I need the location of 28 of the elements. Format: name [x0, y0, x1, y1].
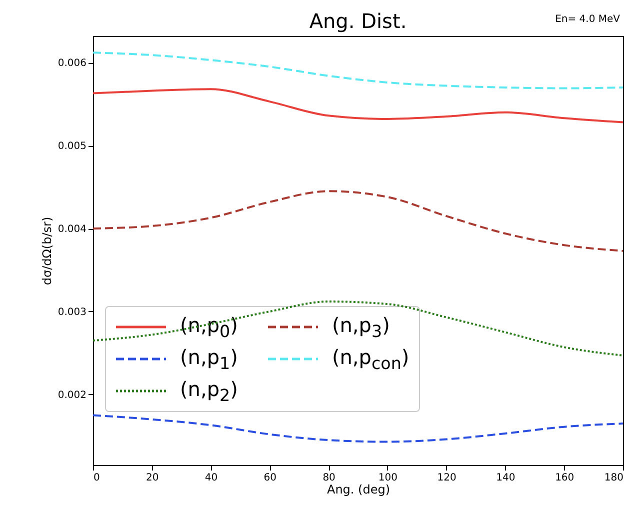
x-tick-label: 80: [322, 472, 336, 484]
x-tick-label: 0: [94, 472, 100, 484]
legend-label: (n,p$_{0}$): [180, 313, 238, 342]
line-series: [93, 190, 623, 252]
x-tick-label: 100: [378, 472, 398, 484]
legend-label: (n,p$_{2}$): [180, 377, 238, 406]
y-tick-label: 0.003: [58, 306, 86, 318]
x-tick-label: 140: [496, 472, 516, 484]
y-tick-label: 0.004: [58, 224, 86, 236]
chart-title: Ang. Dist.: [309, 9, 407, 33]
line-series: [93, 414, 623, 443]
x-tick-label: 40: [204, 472, 218, 484]
x-tick-label: 120: [437, 472, 456, 484]
legend-label: (n,p$_{1}$): [180, 345, 238, 374]
x-tick-label: 20: [146, 472, 159, 484]
y-tick-label: 0.005: [58, 141, 86, 152]
x-axis-title: Ang. (deg): [326, 482, 390, 496]
y-tick-label: 0.006: [58, 58, 86, 70]
y-tick-label: 0.002: [58, 390, 86, 401]
line-series: [93, 52, 623, 90]
line-series: [93, 88, 623, 124]
y-axis-title: dσ/dΩ(b/sr): [40, 216, 54, 286]
x-tick-label: 60: [264, 472, 277, 484]
x-tick-label: 160: [555, 472, 574, 484]
text: En= 4.0 MeV: [555, 14, 620, 25]
x-tick-label: 180: [604, 472, 624, 484]
legend-label: (n,p$_{con}$): [332, 345, 410, 374]
legend-label: (n,p$_{3}$): [332, 313, 390, 342]
